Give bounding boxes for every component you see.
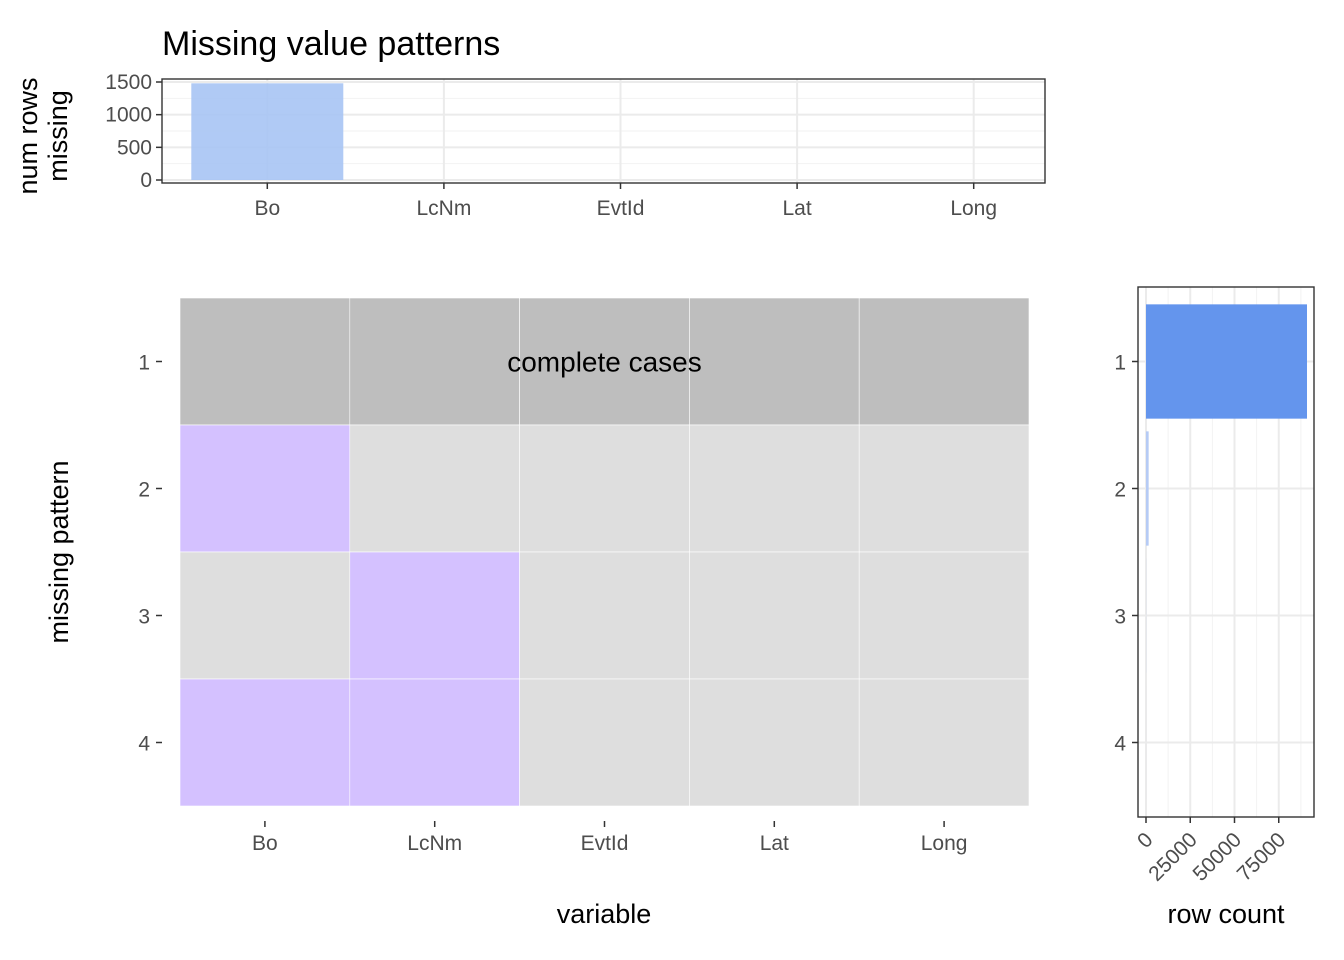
- main-y-tick-label: 3: [138, 606, 150, 629]
- main-y-tick-label: 1: [138, 352, 150, 375]
- main-x-tick-label: Bo: [252, 832, 278, 855]
- top-bar-bo: [191, 83, 344, 180]
- chart-title: Missing value patterns: [162, 25, 500, 63]
- heat-cell-r2-lat: [689, 424, 860, 553]
- right-x-tick-label: 25000: [1144, 828, 1202, 886]
- heat-cell-r4-lcnm: [349, 678, 520, 807]
- top-x-tick-label: EvtId: [597, 197, 645, 220]
- main-y-tick-label: 4: [138, 733, 150, 756]
- heat-cell-r4-evtid: [519, 678, 690, 807]
- heat-cell-r2-bo: [179, 424, 351, 553]
- heat-cell-r4-lat: [689, 678, 860, 807]
- heat-cell-r1-long: [858, 297, 1030, 426]
- right-x-tick-label: 75000: [1233, 828, 1291, 886]
- top-bars: [191, 83, 344, 180]
- right-y-tick-label: 1: [1114, 352, 1126, 375]
- main-y-axis-title: missing pattern: [44, 460, 74, 643]
- right-x-tick-label: 0: [1133, 828, 1158, 853]
- heat-cell-r4-long: [858, 678, 1030, 807]
- heatmap-cells: [179, 297, 1030, 807]
- heat-cell-r3-evtid: [519, 551, 690, 680]
- heat-cell-r2-long: [858, 424, 1030, 553]
- top-x-tick-label: LcNm: [416, 197, 471, 220]
- right-x-axis-title: row count: [1167, 899, 1285, 929]
- top-y-tick-label: 0: [140, 169, 152, 192]
- top-y-tick-label: 1000: [105, 104, 152, 127]
- right-panel-border: [1137, 286, 1315, 818]
- right-y-ticks: 1 2 3 4: [1114, 352, 1138, 756]
- top-y-tick-label: 500: [117, 136, 152, 159]
- right-y-tick-label: 4: [1114, 733, 1126, 756]
- right-x-tick-label: 50000: [1188, 828, 1246, 886]
- heat-cell-r2-evtid: [519, 424, 690, 553]
- main-x-tick-label: EvtId: [581, 832, 629, 855]
- main-panel: complete cases 1 2 3 4 Bo LcNm EvtId Lat Long v…: [44, 297, 1030, 929]
- heat-cell-r1-evtid: [519, 297, 690, 426]
- main-x-axis-title: variable: [557, 899, 652, 929]
- top-x-ticks: Bo LcNm EvtId Lat Long: [254, 183, 997, 220]
- right-bars: [1146, 304, 1307, 800]
- top-y-tick-label: 1500: [105, 71, 152, 94]
- main-x-ticks: Bo LcNm EvtId Lat Long: [252, 821, 967, 855]
- main-x-tick-label: LcNm: [407, 832, 462, 855]
- top-panel: 0 500 1000 1500 Bo LcNm EvtId Lat Long num rows…: [13, 71, 1046, 220]
- heat-cell-r1-bo: [179, 297, 351, 426]
- main-y-tick-label: 2: [138, 479, 150, 502]
- main-x-tick-label: Long: [921, 832, 968, 855]
- right-y-tick-label: 2: [1114, 479, 1126, 502]
- heat-cell-r1-lat: [689, 297, 860, 426]
- right-bar-pattern-1: [1146, 304, 1307, 419]
- top-x-tick-label: Lat: [782, 197, 811, 220]
- main-x-tick-label: Lat: [760, 832, 789, 855]
- top-y-axis-title-line: num rows: [13, 77, 43, 194]
- heat-cell-r3-lat: [689, 551, 860, 680]
- top-x-tick-label: Long: [950, 197, 997, 220]
- heat-cell-r2-lcnm: [349, 424, 520, 553]
- top-y-axis-title: num rowsmissing: [13, 77, 73, 194]
- heat-cell-r1-lcnm: [349, 297, 520, 426]
- right-bar-pattern-2: [1146, 431, 1149, 546]
- top-x-tick-label: Bo: [254, 197, 280, 220]
- top-y-ticks: 0 500 1000 1500: [105, 71, 162, 192]
- heat-cell-r3-long: [858, 551, 1030, 680]
- heat-cell-r4-bo: [179, 678, 351, 807]
- right-y-tick-label: 3: [1114, 606, 1126, 629]
- heat-cell-r3-lcnm: [349, 551, 520, 680]
- complete-cases-label: complete cases: [507, 347, 702, 378]
- top-panel-border: [161, 78, 1046, 184]
- top-y-axis-title-line: missing: [43, 90, 73, 182]
- heat-cell-r3-bo: [179, 551, 351, 680]
- main-y-ticks: 1 2 3 4: [138, 352, 162, 756]
